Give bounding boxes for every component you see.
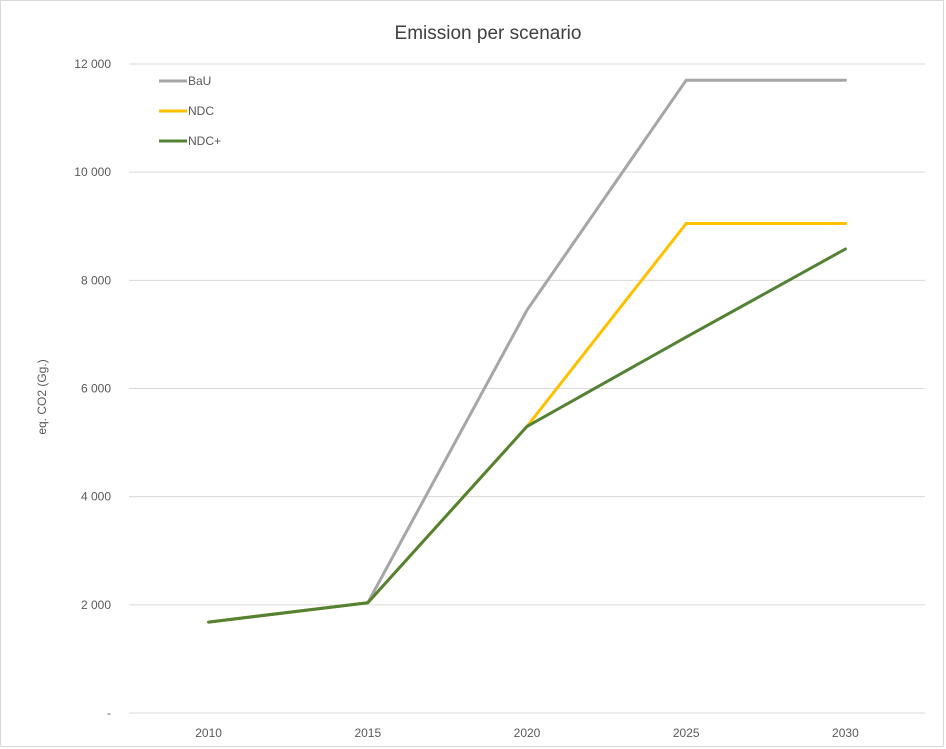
y-tick-label: - [107, 706, 111, 720]
y-tick-label: 12 000 [74, 57, 111, 71]
legend: BaU NDC NDC+ [159, 74, 221, 148]
x-tick-label: 2020 [514, 726, 541, 740]
y-tick-label: 2 000 [81, 598, 111, 612]
x-tick-label: 2010 [195, 726, 222, 740]
x-tick-label: 2015 [354, 726, 381, 740]
series-line-bau [207, 78, 847, 624]
y-tick-label: 8 000 [81, 273, 111, 287]
chart-title: Emission per scenario [395, 23, 582, 44]
y-tick-label: 6 000 [81, 382, 111, 396]
series-lines [207, 78, 847, 624]
y-axis-ticks: - 2 000 4 000 6 000 8 000 10 000 12 000 [74, 57, 111, 720]
x-axis-ticks: 2010 2015 2020 2025 2030 [195, 726, 859, 740]
legend-label: BaU [188, 74, 211, 88]
y-tick-label: 10 000 [74, 165, 111, 179]
y-axis-title: eq. CO2 (Gg.) [35, 359, 49, 434]
y-tick-label: 4 000 [81, 490, 111, 504]
legend-label: NDC+ [188, 134, 221, 148]
legend-label: NDC [188, 104, 214, 118]
gridlines [129, 63, 925, 714]
series-line-ndc [207, 222, 847, 624]
series-line-ndc-plus [207, 247, 847, 624]
x-tick-label: 2025 [673, 726, 700, 740]
x-tick-label: 2030 [832, 726, 859, 740]
